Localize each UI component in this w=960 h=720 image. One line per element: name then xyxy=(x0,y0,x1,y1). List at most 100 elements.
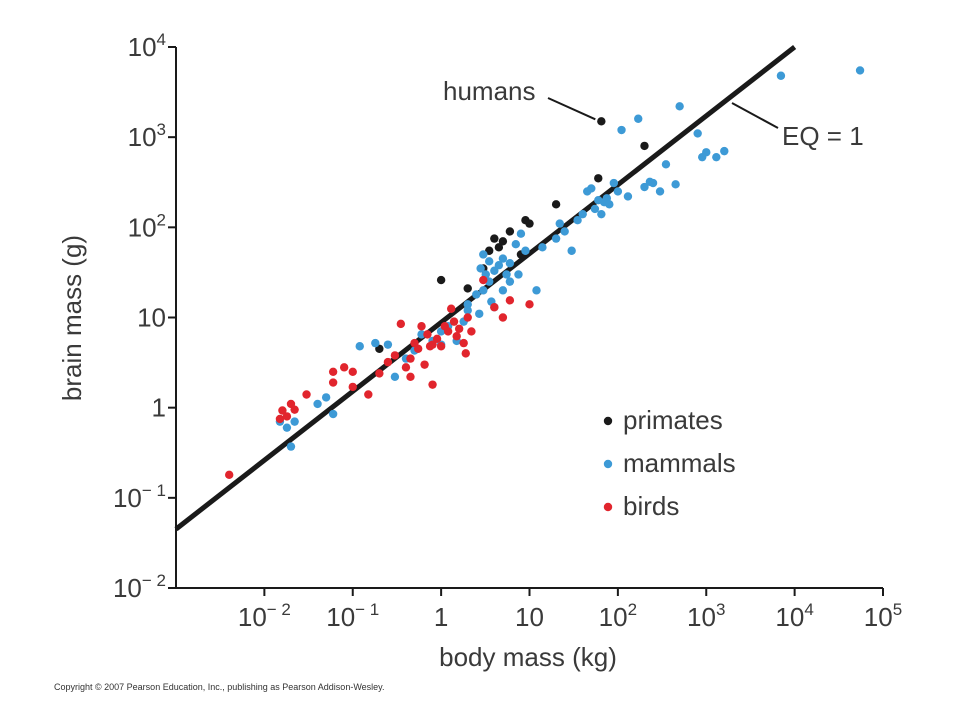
mammals-point xyxy=(290,417,299,426)
mammals-point xyxy=(855,66,865,75)
mammals-point xyxy=(623,192,633,201)
legend-marker-mammals xyxy=(603,459,613,469)
birds-point xyxy=(525,300,534,309)
mammals-point xyxy=(617,125,626,135)
humans-label: humans xyxy=(443,76,536,106)
mammals-point xyxy=(505,277,515,286)
birds-point xyxy=(348,382,357,392)
birds-point xyxy=(436,342,446,351)
y-tick-label: 10− 1 xyxy=(113,481,166,513)
eq-leader-line xyxy=(731,102,779,129)
birds-point xyxy=(225,470,234,480)
x-tick-label: 105 xyxy=(864,600,902,632)
birds-point xyxy=(390,351,400,360)
mammals-point xyxy=(675,102,684,111)
mammals-point xyxy=(521,246,530,255)
birds-point xyxy=(452,332,461,341)
mammals-point xyxy=(390,372,400,381)
mammals-point xyxy=(712,152,721,162)
birds-point xyxy=(459,338,468,348)
birds-point xyxy=(282,412,292,421)
mammals-point xyxy=(355,342,364,351)
primates-point xyxy=(463,284,472,293)
birds-point xyxy=(290,405,299,414)
mammals-point xyxy=(590,204,600,214)
birds-point xyxy=(417,322,426,331)
birds-point xyxy=(432,334,442,344)
x-tick-label: 102 xyxy=(599,600,637,632)
mammals-point xyxy=(479,250,488,259)
mammals-point xyxy=(776,71,786,80)
birds-point xyxy=(364,390,373,399)
mammals-point xyxy=(634,114,643,123)
birds-point xyxy=(454,324,464,333)
mammals-point xyxy=(313,399,322,409)
mammals-point xyxy=(573,215,582,225)
y-tick-label: 10 xyxy=(137,303,166,333)
y-tick-label: 10− 2 xyxy=(113,571,166,603)
axes: 10− 2 10− 1 1 10 102 103 104 10− 2 10− 1 1 10 102 10… xyxy=(113,30,902,632)
mammals-point xyxy=(551,234,561,243)
primates-point xyxy=(490,234,499,243)
primates-point xyxy=(594,174,603,183)
birds-point xyxy=(479,275,488,285)
legend-marker-birds xyxy=(603,502,613,512)
birds-point xyxy=(339,363,349,372)
mammals-point xyxy=(498,254,508,263)
birds-point xyxy=(420,360,429,369)
x-tick-label: 103 xyxy=(687,600,725,632)
mammals-point xyxy=(538,243,547,252)
legend: primates mammals birds xyxy=(603,405,736,521)
birds-point xyxy=(505,296,515,305)
mammals-point xyxy=(502,270,511,279)
primates-point xyxy=(640,141,649,151)
birds-point xyxy=(401,363,411,372)
primates-point xyxy=(498,237,508,246)
birds-point xyxy=(446,304,456,313)
mammals-point xyxy=(417,330,426,339)
humans-leader-line xyxy=(547,97,596,121)
mammals-point xyxy=(498,286,508,295)
mammals-point xyxy=(514,270,523,279)
x-tick-label: 10 xyxy=(515,602,544,632)
birds-point xyxy=(406,372,415,381)
birds-point xyxy=(461,349,470,358)
mammals-point xyxy=(282,423,292,432)
mammals-point xyxy=(532,286,541,295)
data-points xyxy=(225,66,865,480)
mammals-point xyxy=(472,290,481,299)
birds-point xyxy=(428,340,437,349)
birds-point xyxy=(328,367,338,376)
birds-point xyxy=(423,330,432,339)
x-tick-label: 10− 2 xyxy=(238,600,291,632)
x-axis-title: body mass (kg) xyxy=(439,642,617,672)
eq-label: EQ = 1 xyxy=(782,121,864,151)
mammals-point xyxy=(505,259,515,268)
mammals-point xyxy=(476,264,485,273)
birds-point xyxy=(490,303,499,312)
y-tick-label: 103 xyxy=(128,120,166,152)
mammals-point xyxy=(720,146,729,156)
mammals-point xyxy=(475,309,484,318)
legend-label-birds: birds xyxy=(623,491,679,521)
primates-point xyxy=(525,219,534,228)
birds-point xyxy=(278,406,287,415)
mammals-point xyxy=(605,200,614,209)
birds-point xyxy=(375,369,384,378)
mammals-point xyxy=(609,178,619,188)
mammals-point xyxy=(286,442,296,451)
birds-point xyxy=(328,378,338,387)
primates-point xyxy=(551,200,561,209)
mammals-point xyxy=(494,261,504,270)
birds-point xyxy=(449,317,459,326)
mammals-point xyxy=(555,219,564,228)
birds-point xyxy=(428,380,437,389)
birds-point xyxy=(396,319,406,329)
mammals-point xyxy=(597,209,606,219)
mammals-point xyxy=(371,338,380,348)
primates-point xyxy=(494,243,504,252)
x-tick-label: 10− 1 xyxy=(326,600,379,632)
birds-point xyxy=(348,367,357,376)
mammals-point xyxy=(655,187,665,196)
